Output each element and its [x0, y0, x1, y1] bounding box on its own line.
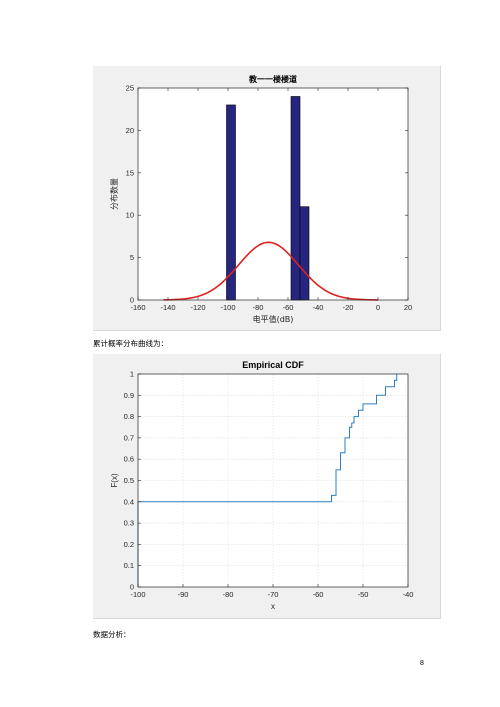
y-tick-label: 25 — [126, 84, 134, 93]
y-tick-label: 0.9 — [124, 391, 134, 400]
x-tick-label: -120 — [190, 303, 205, 312]
x-tick-label: -50 — [358, 590, 369, 599]
plot-area — [138, 88, 408, 300]
x-tick-label: -70 — [268, 590, 279, 599]
y-tick-label: 0.8 — [124, 412, 134, 421]
y-tick-label: 0.3 — [124, 519, 134, 528]
x-tick-label: -90 — [178, 590, 189, 599]
histogram-chart: -160 -140 -120 -100 -80 -60 -40 -20 0 20 0 5 10 15 20 2… — [109, 74, 412, 324]
y-tick-label: 1 — [130, 370, 134, 379]
cdf-step-line — [137, 374, 398, 587]
y-tick-label: 0 — [130, 296, 134, 305]
histogram-bar — [290, 96, 301, 301]
histogram-figure: -160 -140 -120 -100 -80 -60 -40 -20 0 20 0 5 10 15 20 2… — [93, 66, 441, 331]
x-tick-label: -60 — [283, 303, 294, 312]
histogram-bar — [299, 206, 310, 301]
x-tick-label: -160 — [130, 303, 145, 312]
x-tick-label: -40 — [403, 590, 414, 599]
x-tick-label: 20 — [404, 303, 412, 312]
x-axis-label: x — [271, 602, 275, 611]
page-number: 8 — [420, 660, 424, 667]
x-tick-label: -100 — [130, 590, 145, 599]
analysis-heading: 数据分析： — [93, 630, 131, 639]
y-tick-label: 0.2 — [124, 540, 134, 549]
y-tick-label: 0.6 — [124, 455, 134, 464]
x-tick-label: -140 — [160, 303, 175, 312]
normal-fit-curve — [163, 241, 379, 301]
x-tick-label: -60 — [313, 590, 324, 599]
x-tick-label: -20 — [343, 303, 354, 312]
chart-title: Empirical CDF — [242, 360, 304, 370]
y-tick-label: 20 — [126, 126, 134, 135]
y-tick-label: 0.7 — [124, 433, 134, 442]
y-tick-label: 10 — [126, 211, 134, 220]
cdf-intro-caption: 累计概率分布曲线为： — [93, 339, 168, 348]
cdf-figure: -100 -90 -80 -70 -60 -50 -40 0 0.1 0.2 0.3 0.4 0.5 0.… — [93, 354, 441, 619]
x-tick-label: -100 — [220, 303, 235, 312]
x-tick-label: -80 — [223, 590, 234, 599]
y-tick-label: 0.4 — [124, 497, 134, 506]
x-axis-label: 电平值(dB) — [253, 314, 294, 324]
y-tick-label: 0 — [130, 583, 134, 592]
x-tick-label: -40 — [313, 303, 324, 312]
plot-frame — [137, 87, 409, 301]
y-tick-label: 5 — [130, 253, 134, 262]
y-axis-label: 分布数量 — [109, 178, 119, 210]
y-axis-label: F(x) — [110, 473, 119, 488]
cdf-chart: -100 -90 -80 -70 -60 -50 -40 0 0.1 0.2 0.3 0.4 0.5 0.… — [110, 360, 414, 611]
x-tick-label: -80 — [253, 303, 264, 312]
x-tick-label: 0 — [376, 303, 380, 312]
y-tick-label: 15 — [126, 168, 134, 177]
chart-title: 教一一楼楼道 — [248, 74, 297, 84]
y-tick-label: 0.5 — [124, 476, 134, 485]
y-tick-label: 0.1 — [124, 561, 134, 570]
